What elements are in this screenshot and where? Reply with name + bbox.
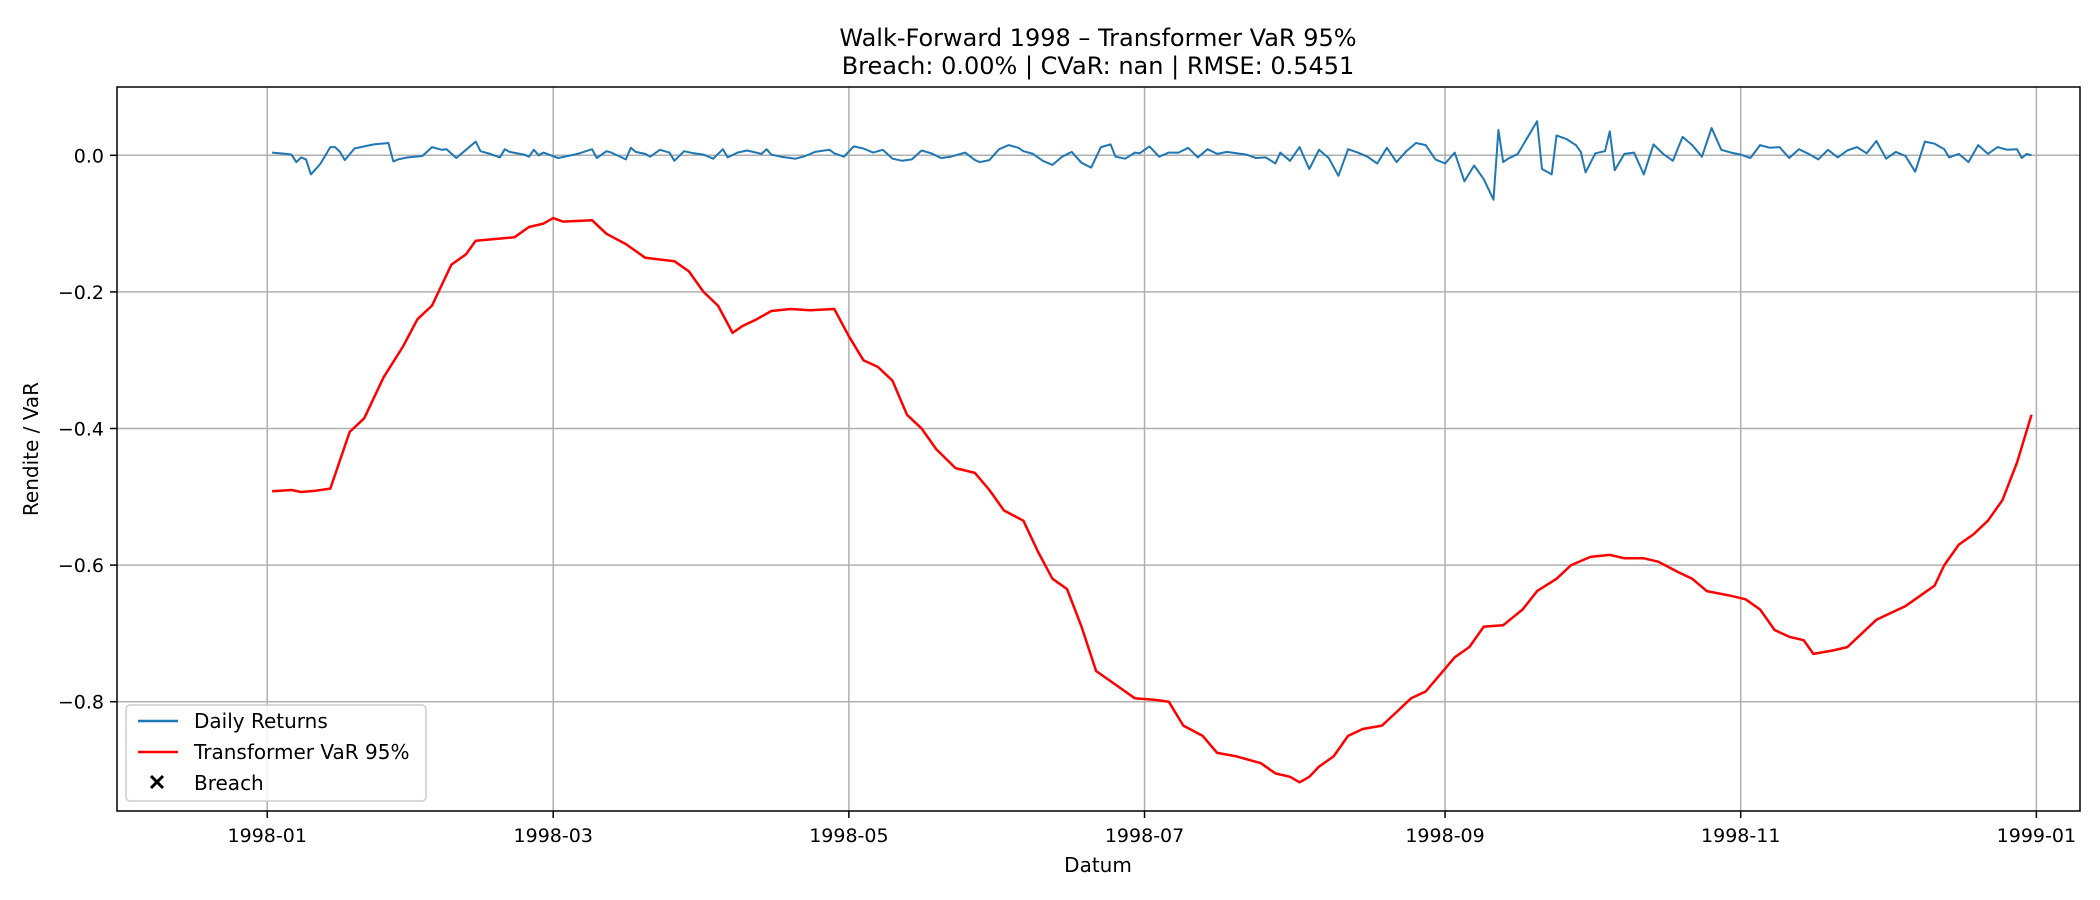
x-tick-label: 1998-09: [1405, 825, 1484, 847]
legend-box: [125, 704, 427, 802]
chart-subtitle: Breach: 0.00% | CVaR: nan | RMSE: 0.5451: [842, 52, 1355, 80]
transformer-var-line: [272, 216, 2033, 784]
x-tick-label: 1998-11: [1701, 825, 1780, 847]
x-axis-label: Datum: [1064, 853, 1132, 877]
daily-returns-line: [272, 120, 2032, 201]
y-tick-label: −0.4: [58, 419, 104, 441]
legend-label-breach: Breach: [194, 771, 264, 795]
grid-lines: [117, 87, 2080, 811]
legend-label-daily-returns: Daily Returns: [194, 709, 328, 733]
x-tick-label: 1998-07: [1105, 825, 1184, 847]
y-axis-label: Rendite / VaR: [19, 382, 43, 516]
y-tick-label: 0.0: [74, 145, 104, 167]
x-axis-ticks: 1998-01 1998-03 1998-05 1998-07 1998-09 1998-…: [228, 811, 2076, 847]
y-tick-label: −0.2: [58, 282, 104, 304]
series-group: [272, 120, 2033, 784]
x-tick-label: 1998-01: [228, 825, 307, 847]
x-tick-label: 1999-01: [1997, 825, 2076, 847]
y-tick-label: −0.6: [58, 555, 104, 577]
chart-title: Walk-Forward 1998 – Transformer VaR 95%: [839, 24, 1356, 52]
legend-swatch-breach: [149, 774, 165, 790]
x-tick-label: 1998-03: [514, 825, 593, 847]
y-axis-ticks: 0.0 −0.2 −0.4 −0.6 −0.8: [58, 145, 117, 714]
legend-label-transformer-var: Transformer VaR 95%: [193, 740, 409, 764]
x-tick-label: 1998-05: [809, 825, 888, 847]
legend: Daily Returns Transformer VaR 95% Breach: [125, 704, 427, 802]
y-tick-label: −0.8: [58, 692, 104, 714]
plot-frame: [116, 86, 2081, 812]
